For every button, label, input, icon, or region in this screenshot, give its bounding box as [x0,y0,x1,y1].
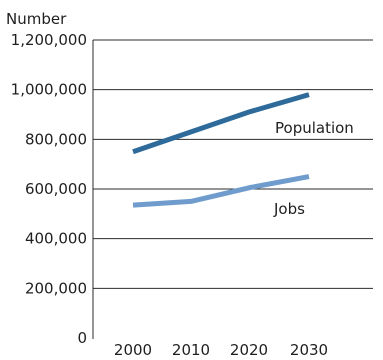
x-tick-label: 2000 [114,341,152,359]
x-tick-label: 2020 [230,341,268,359]
gridlines [93,39,373,289]
axes: 0 200,000 400,000 600,000 800,000 1,000,000 1,… [11,31,328,359]
y-tick-label: 1,000,000 [11,81,87,99]
y-tick-label: 0 [77,329,87,347]
y-tick-label: 1,200,000 [11,31,87,49]
x-tick-label: 2010 [172,341,210,359]
series-lines [132,92,310,208]
y-tick-label: 800,000 [25,130,87,148]
series-label-jobs: Jobs [273,200,305,218]
series-label-population: Population [275,119,354,137]
y-tick-label: 200,000 [25,279,87,297]
series-line-jobs [132,174,310,208]
y-tick-label: 400,000 [25,230,87,248]
y-axis-label: Number [6,10,67,28]
x-tick-label: 2030 [290,341,328,359]
y-tick-label: 600,000 [25,180,87,198]
series-line-population [132,92,310,155]
series-labels: Population Jobs [273,119,354,218]
